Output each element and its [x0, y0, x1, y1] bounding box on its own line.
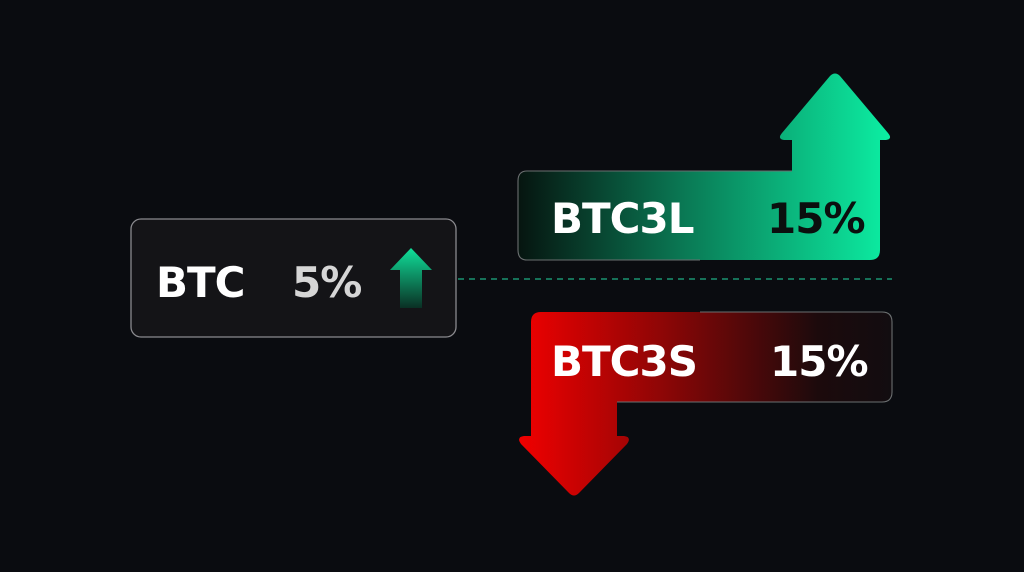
arrow-down-icon	[519, 312, 892, 496]
arrow-up-icon	[518, 73, 891, 260]
btc3l-change: 15%	[767, 194, 865, 243]
btc-ticker: BTC	[156, 258, 245, 307]
btc-change: 5%	[292, 258, 361, 307]
arrow-up-icon	[390, 248, 432, 308]
btc3l-card: BTC3L 15%	[517, 73, 891, 261]
btc3s-change: 15%	[770, 337, 868, 386]
btc3l-ticker: BTC3L	[551, 194, 694, 243]
btc3s-ticker: BTC3S	[551, 337, 697, 386]
btc-card: BTC 5%	[130, 218, 457, 338]
btc3s-card: BTC3S 15%	[519, 311, 893, 496]
